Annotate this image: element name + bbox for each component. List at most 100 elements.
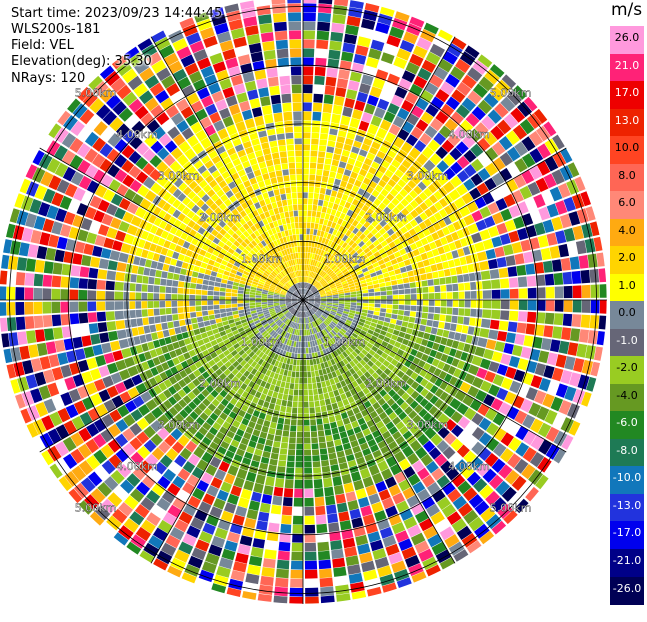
velocity-gate xyxy=(326,208,332,215)
velocity-gate xyxy=(190,306,196,312)
velocity-gate xyxy=(503,244,514,255)
velocity-gate xyxy=(44,261,54,274)
velocity-gate xyxy=(0,318,8,332)
velocity-gate xyxy=(276,569,289,579)
velocity-gate xyxy=(525,264,535,275)
velocity-gate xyxy=(559,341,570,354)
velocity-gate xyxy=(277,423,284,430)
velocity-gate xyxy=(164,257,171,265)
velocity-gate xyxy=(284,388,289,394)
velocity-gate xyxy=(362,290,368,294)
velocity-gate xyxy=(33,302,42,314)
velocity-gate xyxy=(319,0,333,4)
velocity-gate xyxy=(470,282,476,290)
velocity-gate xyxy=(141,293,147,300)
velocity-gate xyxy=(342,43,355,54)
velocity-gate xyxy=(123,301,129,309)
velocity-gate xyxy=(390,275,397,280)
velocity-gate xyxy=(398,261,405,267)
velocity-gate xyxy=(437,329,444,336)
velocity-gate xyxy=(202,311,208,316)
velocity-gate xyxy=(481,271,491,280)
velocity-gate xyxy=(242,591,256,600)
velocity-gate xyxy=(276,380,281,386)
velocity-gate xyxy=(214,287,220,292)
velocity-gate xyxy=(221,279,227,284)
velocity-gate xyxy=(287,461,295,467)
velocity-gate xyxy=(303,150,310,156)
velocity-gate xyxy=(160,315,166,322)
velocity-gate xyxy=(319,218,324,224)
velocity-gate xyxy=(268,191,274,198)
velocity-gate xyxy=(345,302,351,304)
velocity-gate xyxy=(189,295,195,300)
velocity-gate xyxy=(345,298,351,300)
velocity-gate xyxy=(429,334,436,341)
velocity-gate xyxy=(208,286,214,291)
velocity-gate xyxy=(331,549,344,559)
velocity-gate xyxy=(347,564,361,575)
velocity-gate xyxy=(107,271,117,281)
velocity-gate xyxy=(320,375,325,381)
velocity-gate xyxy=(214,305,220,309)
velocity-gate xyxy=(475,347,486,357)
velocity-gate xyxy=(305,543,316,552)
velocity-gate xyxy=(339,298,345,300)
velocity-gate xyxy=(316,169,322,175)
velocity-gate xyxy=(167,272,174,279)
velocity-gate xyxy=(300,360,303,366)
velocity-gate xyxy=(203,280,209,285)
velocity-gate xyxy=(563,314,572,327)
velocity-gate xyxy=(380,287,386,291)
velocity-gate xyxy=(338,426,345,433)
velocity-gate xyxy=(69,302,78,313)
velocity-gate xyxy=(226,308,232,312)
velocity-gate xyxy=(477,251,487,261)
velocity-gate xyxy=(305,259,307,265)
velocity-gate xyxy=(131,319,138,327)
velocity-gate xyxy=(328,177,335,184)
velocity-gate xyxy=(145,334,152,342)
velocity-gate xyxy=(286,376,291,382)
velocity-gate xyxy=(389,323,396,329)
velocity-gate xyxy=(425,266,432,273)
velocity-gate xyxy=(138,266,145,274)
velocity-gate xyxy=(368,289,374,293)
velocity-gate xyxy=(98,269,108,279)
velocity-gate xyxy=(428,286,434,292)
velocity-gate xyxy=(303,228,306,234)
velocity-gate xyxy=(518,277,527,288)
velocity-gate xyxy=(311,425,317,431)
velocity-gate xyxy=(436,263,443,271)
velocity-gate xyxy=(317,157,324,163)
velocity-gate xyxy=(476,281,482,289)
velocity-gate xyxy=(232,311,238,315)
velocity-gate xyxy=(304,450,311,456)
velocity-gate xyxy=(329,391,335,398)
velocity-gate xyxy=(214,309,220,314)
velocity-gate xyxy=(515,334,525,345)
velocity-gate xyxy=(110,250,120,260)
velocity-gate xyxy=(519,288,528,298)
velocity-gate xyxy=(78,302,87,312)
velocity-gate xyxy=(312,443,319,449)
velocity-gate xyxy=(154,316,161,323)
velocity-gate xyxy=(205,269,212,275)
velocity-gate xyxy=(384,318,390,323)
velocity-gate xyxy=(297,420,303,426)
velocity-gate xyxy=(423,333,430,340)
velocity-gate xyxy=(381,300,387,304)
velocity-gate xyxy=(26,258,36,271)
velocity-gate xyxy=(509,278,518,288)
velocity-gate xyxy=(280,448,288,454)
velocity-gate xyxy=(331,114,341,124)
velocity-gate xyxy=(323,170,330,177)
velocity-gate xyxy=(431,264,438,271)
velocity-gate xyxy=(374,288,380,292)
velocity-gate xyxy=(339,302,345,304)
velocity-gate xyxy=(238,290,244,294)
velocity-gate xyxy=(281,515,292,524)
velocity-gate xyxy=(590,315,600,329)
velocity-gate xyxy=(335,585,349,595)
velocity-gate xyxy=(336,593,350,601)
